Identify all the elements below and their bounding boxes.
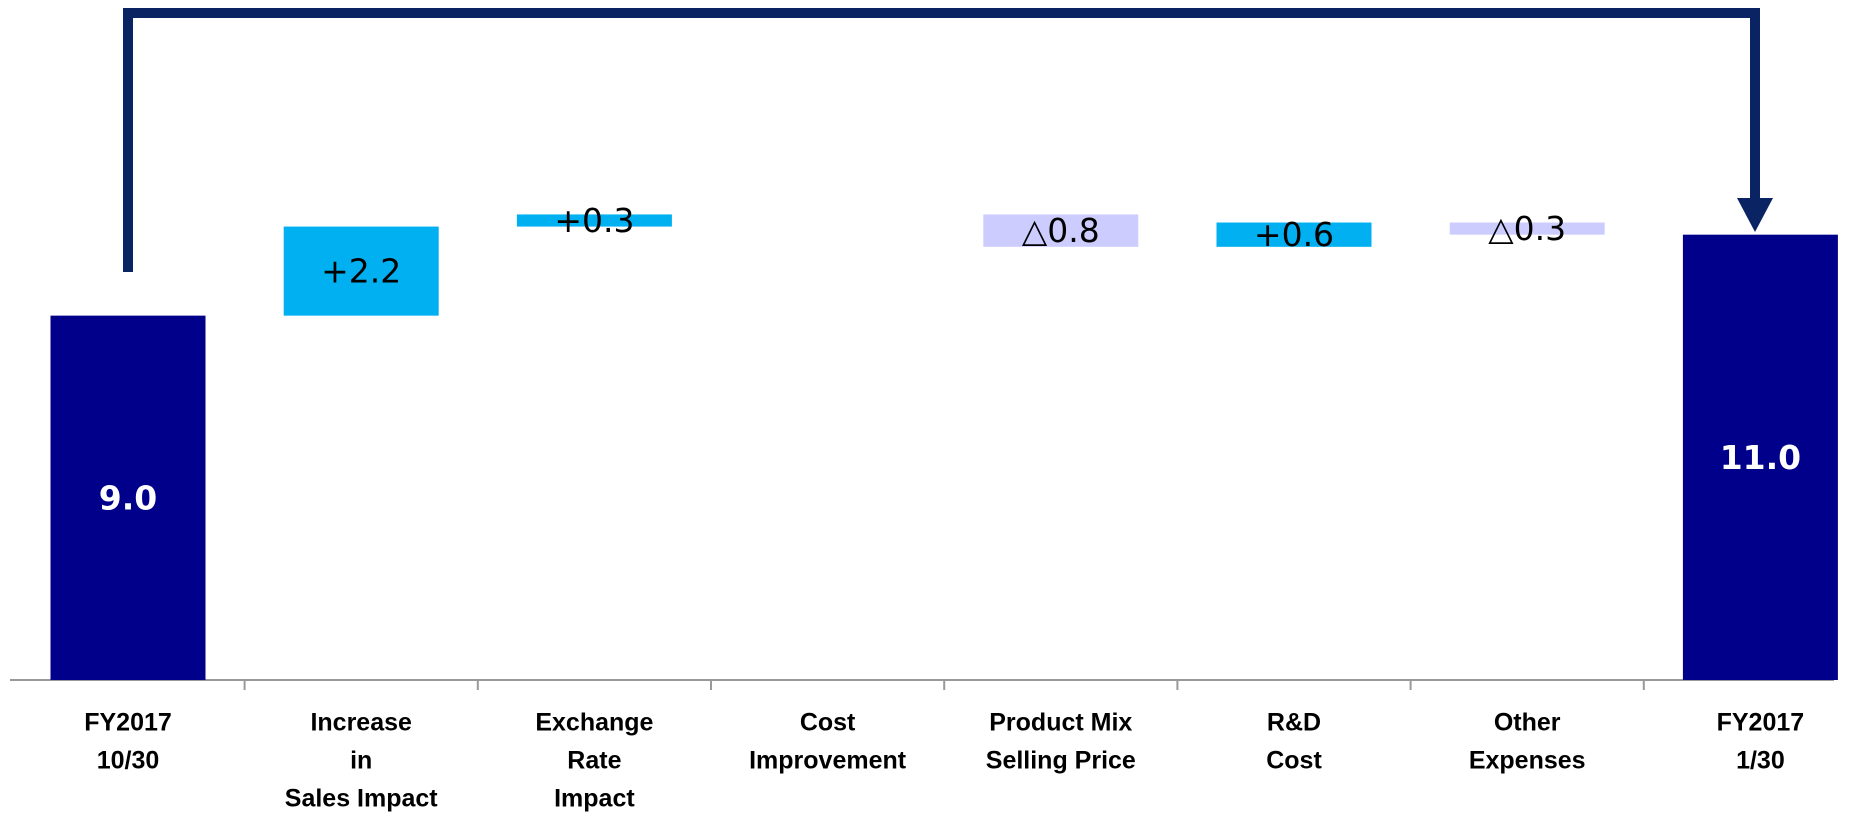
bar [283, 226, 439, 316]
bar [50, 315, 206, 680]
x-tick-label: FY2017 [84, 709, 172, 737]
x-tick-label: in [350, 747, 372, 775]
value-label: +0.6 [1254, 215, 1334, 254]
arrow-line [123, 8, 1760, 272]
value-label: △0.3 [1488, 209, 1566, 248]
x-tick-label: Improvement [749, 747, 907, 775]
value-label: 11.0 [1720, 438, 1801, 477]
x-tick-label: Increase [310, 709, 412, 737]
x-tick-label: Exchange [535, 709, 653, 737]
x-tick-label: 10/30 [97, 747, 160, 775]
x-tick-label: Cost [800, 709, 856, 737]
x-tick-label: Other [1494, 709, 1561, 737]
x-tick-label: FY2017 [1717, 709, 1805, 737]
bar [1449, 222, 1605, 235]
x-tick-label: R&D [1267, 709, 1321, 737]
arrow-head [1737, 198, 1773, 232]
value-label: +0.3 [554, 201, 634, 240]
value-label: △0.8 [1022, 211, 1100, 250]
x-tick-label: Impact [554, 785, 635, 813]
x-tick-label: 1/30 [1736, 747, 1785, 775]
x-tick-label: Expenses [1469, 747, 1586, 775]
x-tick-label: Selling Price [986, 747, 1136, 775]
x-tick-label: Rate [567, 747, 621, 775]
bar [1216, 222, 1372, 247]
bar [983, 214, 1139, 247]
x-tick-label: Cost [1266, 747, 1322, 775]
bar [516, 214, 672, 227]
x-tick-label: Product Mix [989, 709, 1132, 737]
flow-arrow [123, 8, 1773, 272]
bar [1682, 234, 1838, 680]
x-tick-label: Sales Impact [285, 785, 439, 813]
value-label: 9.0 [99, 478, 157, 517]
value-label: +2.2 [321, 252, 401, 291]
